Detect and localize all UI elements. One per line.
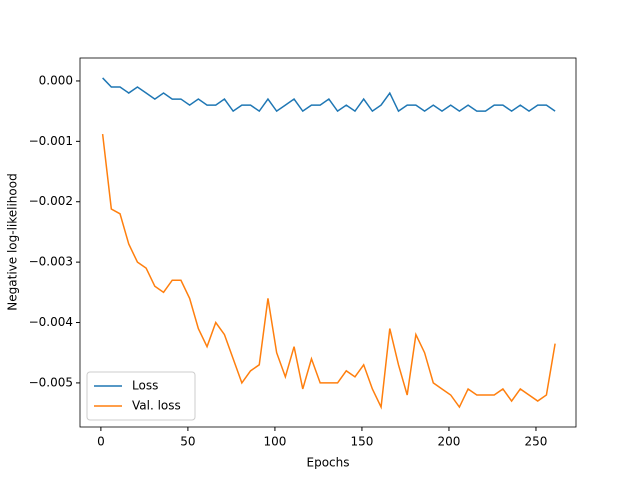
y-tick-label: −0.004 (29, 315, 73, 329)
x-tick-label: 150 (350, 435, 373, 449)
x-tick-label: 50 (180, 435, 195, 449)
legend-box (86, 371, 196, 421)
y-tick-label: −0.002 (29, 194, 73, 208)
y-tick-label: 0.000 (39, 73, 73, 87)
line-series (102, 77, 556, 113)
line-series (101, 134, 556, 410)
y-tick-label: −0.003 (29, 255, 73, 269)
x-tick-label: 100 (263, 435, 286, 449)
y-tick-label: −0.005 (29, 375, 73, 389)
plot-frame (79, 57, 577, 428)
y-axis-label: Negative log-likelihood (6, 173, 20, 310)
x-tick-label: 0 (97, 435, 105, 449)
x-tick-label: 200 (438, 435, 461, 449)
y-tick-label: −0.001 (29, 134, 73, 148)
x-tick-label: 250 (525, 435, 548, 449)
x-axis-label: Epochs (307, 456, 350, 470)
legend-label: Loss (132, 379, 158, 393)
legend-label: Val. loss (132, 399, 181, 413)
